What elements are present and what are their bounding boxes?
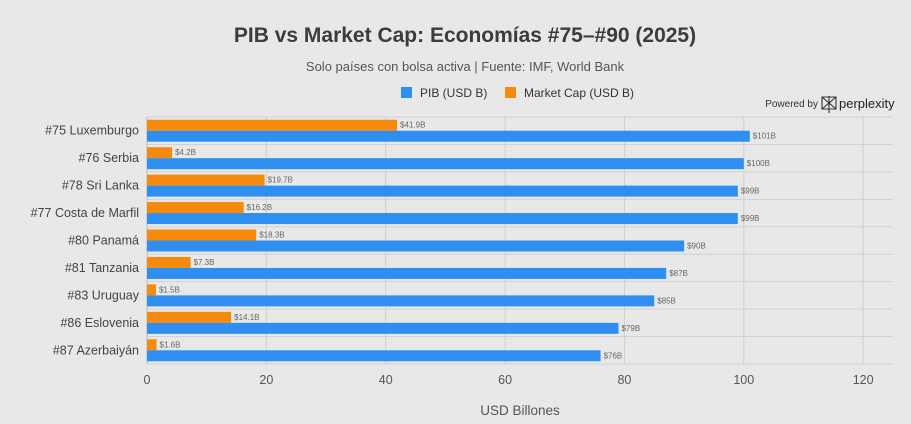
category-label: #80 Panamá <box>68 234 139 248</box>
legend-label-market-cap: Market Cap (USD B) <box>524 86 634 100</box>
bar-pib <box>147 240 685 252</box>
x-tick-label: 0 <box>144 373 151 387</box>
legend: PIB (USD B) Market Cap (USD B) <box>401 86 634 100</box>
x-tick-label: 80 <box>617 373 631 387</box>
data-label-market-cap: $1.6B <box>160 340 181 349</box>
data-label-market-cap: $1.5B <box>159 285 180 294</box>
category-label: #76 Serbia <box>79 151 140 165</box>
data-label-pib: $76B <box>604 351 623 360</box>
category-label: #77 Costa de Marfil <box>31 206 139 220</box>
bar-market-cap <box>147 202 244 214</box>
data-label-pib: $87B <box>669 269 688 278</box>
bar-pib <box>147 213 738 225</box>
x-axis-title: USD Billones <box>480 403 560 418</box>
legend-label-pib: PIB (USD B) <box>420 86 487 100</box>
plot-area: 0 20 40 60 80 100 120 #75 Luxemburgo $41.9B $101B… <box>31 116 893 387</box>
bar-market-cap <box>147 119 398 131</box>
data-label-market-cap: $19.7B <box>268 176 293 185</box>
bar-pib <box>147 267 667 279</box>
data-label-pib: $99B <box>741 187 760 196</box>
perplexity-logo-icon <box>821 96 837 113</box>
data-label-pib: $99B <box>741 214 760 223</box>
data-label-market-cap: $14.1B <box>234 313 259 322</box>
data-label-pib: $90B <box>687 242 706 251</box>
chart-subtitle: Solo países con bolsa activa | Fuente: I… <box>306 59 625 74</box>
bar-pib <box>147 185 738 197</box>
x-tick-label: 20 <box>259 373 273 387</box>
brand-name: perplexity <box>839 96 895 111</box>
category-label: #87 Azerbaiyán <box>53 343 139 357</box>
data-label-pib: $85B <box>657 296 676 305</box>
legend-swatch-pib <box>401 87 412 98</box>
bar-market-cap <box>147 284 156 296</box>
data-label-pib: $101B <box>753 132 776 141</box>
chart-title: PIB vs Market Cap: Economías #75–#90 (20… <box>234 24 696 47</box>
bar-market-cap <box>147 311 232 323</box>
data-label-market-cap: $18.3B <box>259 231 284 240</box>
legend-swatch-market-cap <box>505 87 516 98</box>
x-tick-label: 100 <box>733 373 754 387</box>
bar-market-cap <box>147 174 265 186</box>
bar-market-cap <box>147 339 157 351</box>
category-label: #86 Eslovenia <box>60 316 139 330</box>
bar-pib <box>147 350 601 362</box>
bar-market-cap <box>147 229 257 241</box>
bar-pib <box>147 322 619 334</box>
data-label-pib: $79B <box>621 324 640 333</box>
data-label-pib: $100B <box>747 159 770 168</box>
x-tick-label: 120 <box>853 373 874 387</box>
data-label-market-cap: $41.9B <box>400 121 425 130</box>
bar-pib <box>147 130 750 142</box>
x-tick-label: 60 <box>498 373 512 387</box>
category-label: #81 Tanzania <box>65 261 139 275</box>
category-label: #75 Luxemburgo <box>45 124 139 138</box>
bar-pib <box>147 158 744 170</box>
category-label: #78 Sri Lanka <box>62 179 139 193</box>
powered-by-label: Powered by <box>765 99 818 110</box>
bar-market-cap <box>147 256 191 268</box>
bar-market-cap <box>147 147 173 159</box>
data-label-market-cap: $4.2B <box>175 148 196 157</box>
branding: Powered by perplexity <box>765 96 895 113</box>
data-label-market-cap: $7.3B <box>194 258 215 267</box>
bar-pib <box>147 295 655 307</box>
x-tick-label: 40 <box>379 373 393 387</box>
category-label: #83 Uruguay <box>67 288 139 302</box>
data-label-market-cap: $16.2B <box>247 203 272 212</box>
